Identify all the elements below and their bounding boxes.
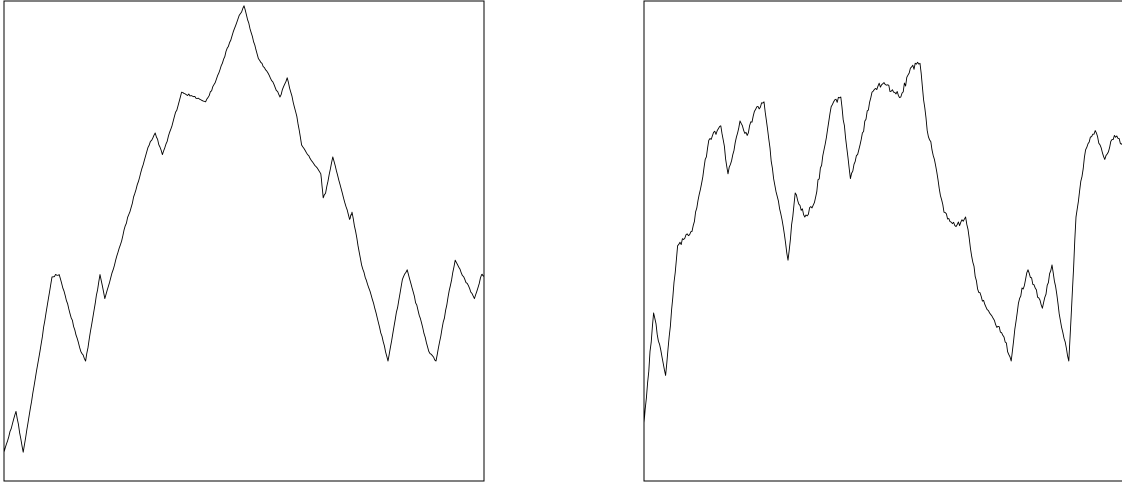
chart-left (3, 0, 485, 482)
chart-left-series-line-0 (3, 5, 485, 453)
chart-right-frame (643, 0, 1122, 482)
chart-right (643, 0, 1122, 482)
chart-right-series-line-0 (643, 61, 1122, 424)
chart-left-frame (3, 0, 485, 482)
chart-right-plot (643, 0, 1122, 482)
chart-left-plot (3, 0, 485, 482)
